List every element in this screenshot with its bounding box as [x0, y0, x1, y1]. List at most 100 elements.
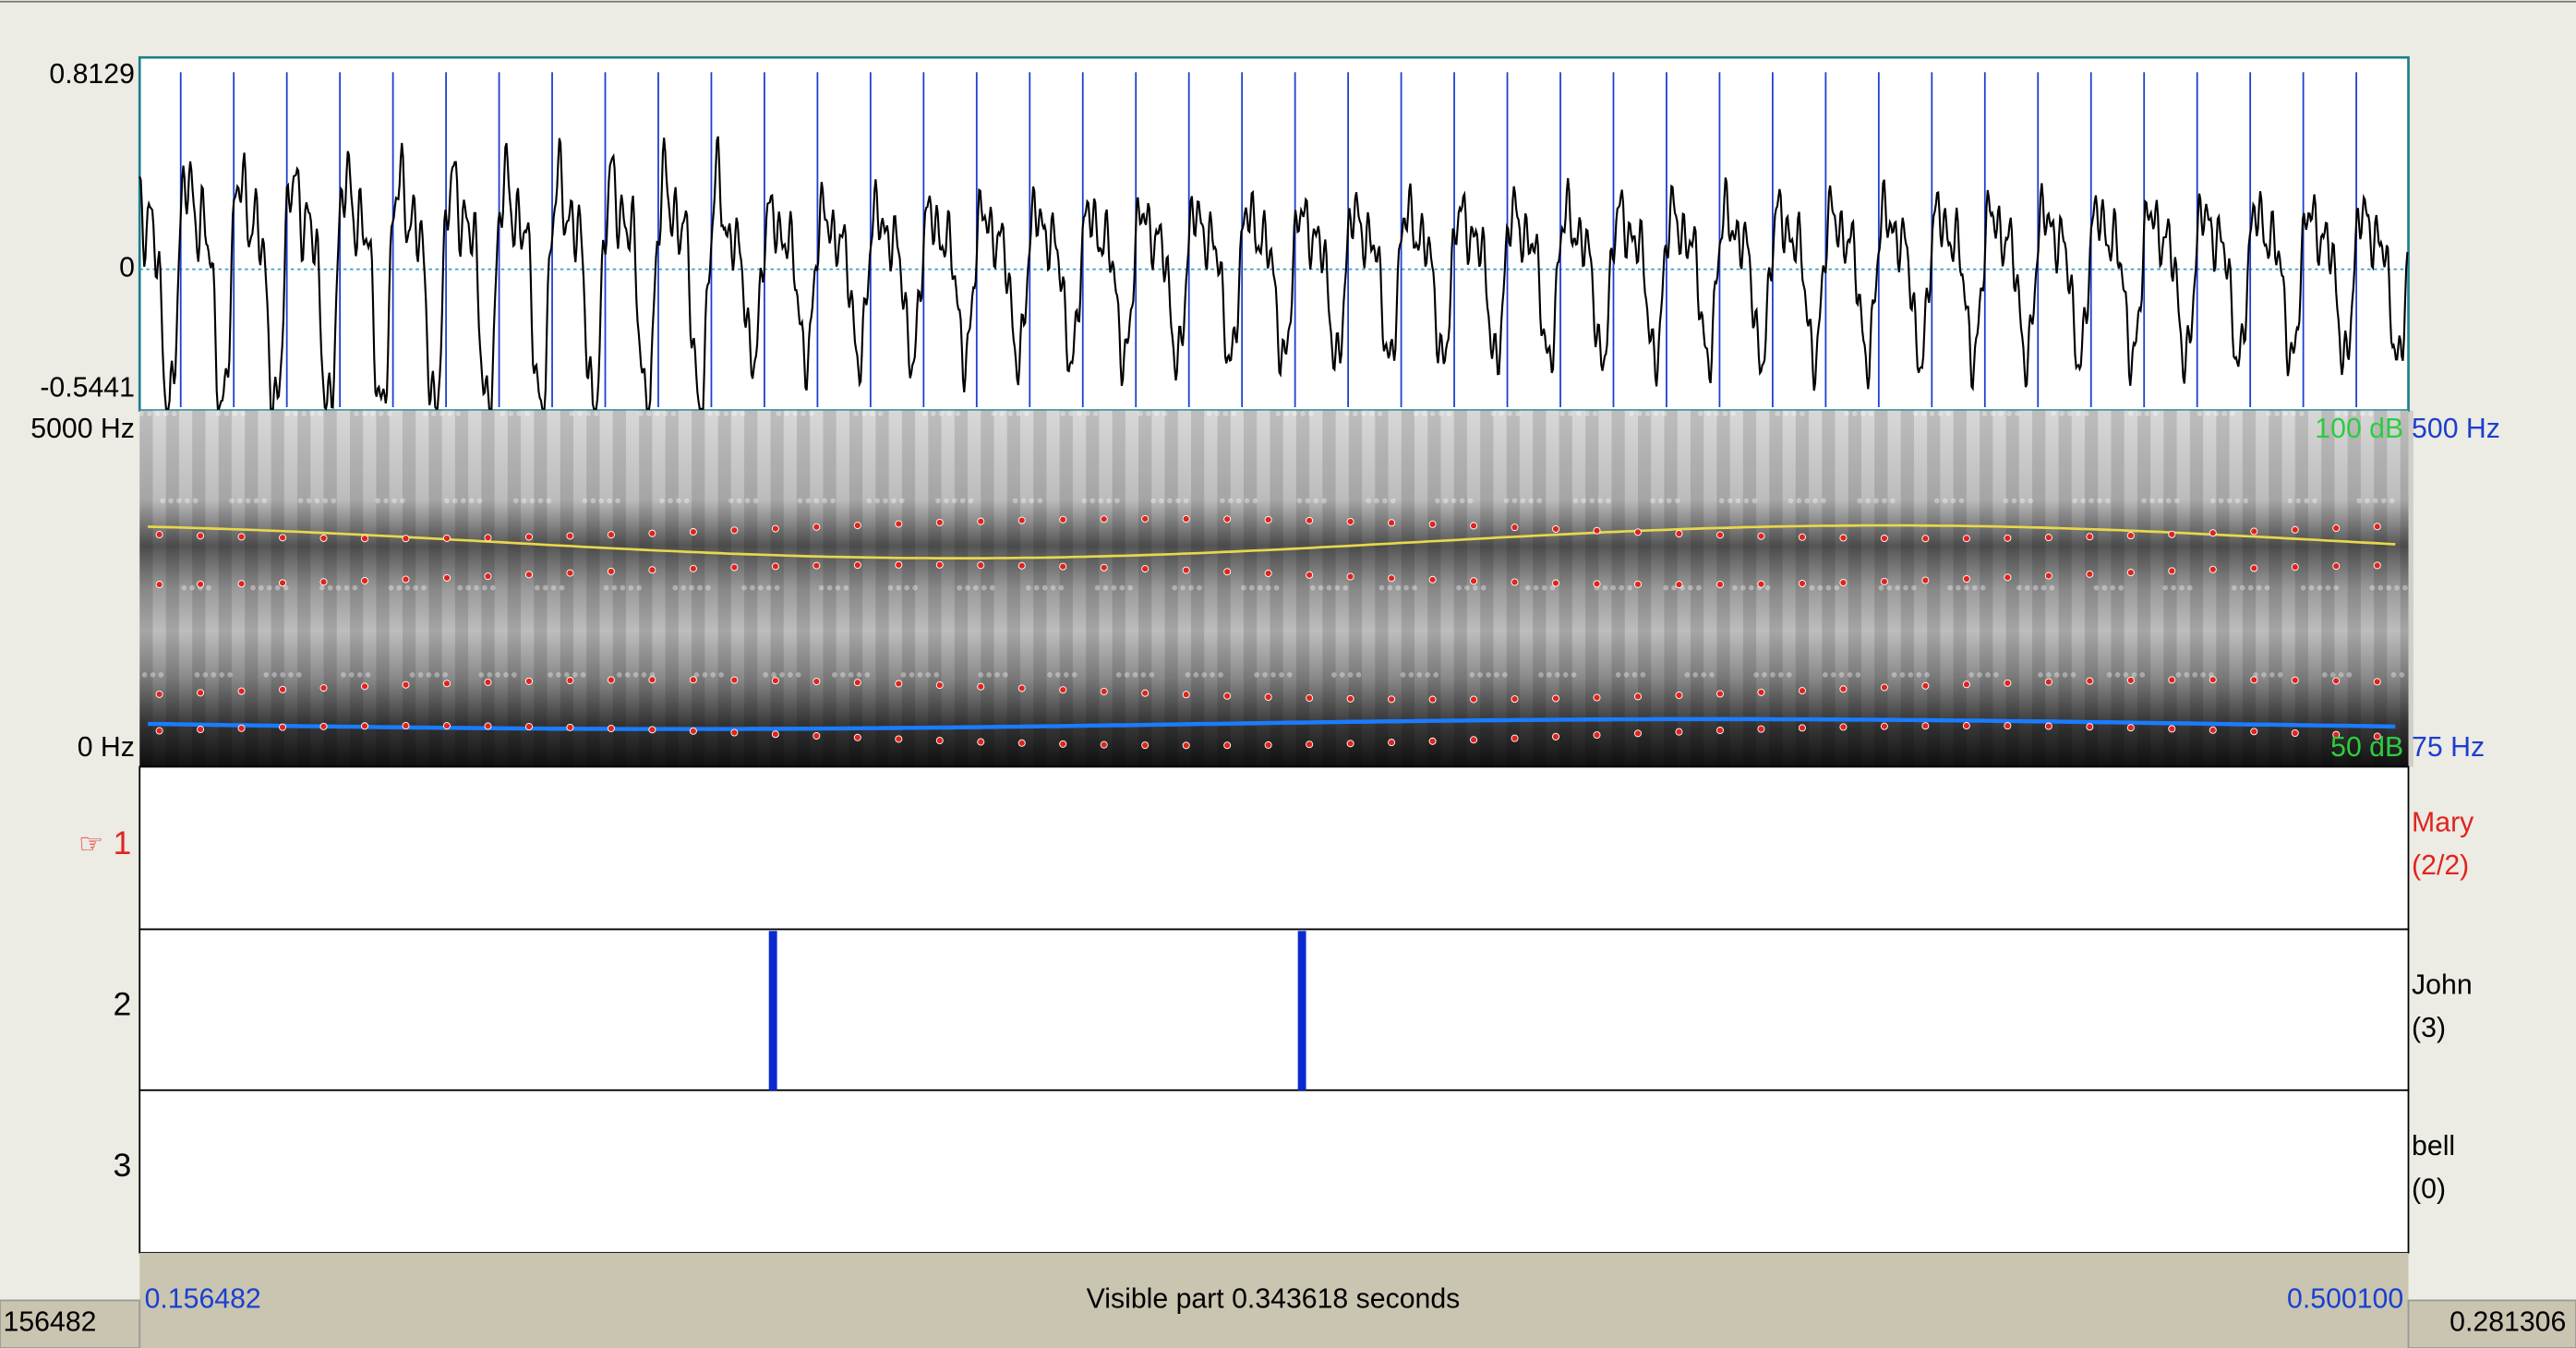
spectral-speck — [706, 411, 713, 416]
formant-dot — [607, 676, 615, 684]
formant-dot — [361, 722, 369, 730]
spectral-speck — [1619, 584, 1625, 591]
formant-dot — [1223, 692, 1232, 700]
spectral-stripe — [2400, 410, 2413, 767]
formant-dot — [1346, 572, 1354, 581]
spectral-speck — [2343, 411, 2349, 416]
spectral-speck — [2200, 672, 2206, 678]
spectral-speck — [900, 672, 907, 678]
formant-dot — [2332, 677, 2341, 685]
formant-dot — [1017, 739, 1026, 747]
spectral-speck — [417, 672, 424, 678]
spectral-speck — [421, 584, 427, 591]
spectral-speck — [1615, 672, 1621, 678]
formant-dot — [1921, 576, 1930, 584]
spectral-speck — [1446, 411, 1452, 416]
formant-dot — [935, 737, 944, 745]
spectral-speck — [2171, 584, 2176, 591]
formant-dot — [237, 687, 246, 695]
spectral-speck — [297, 498, 304, 504]
right-bar[interactable] — [2407, 1299, 2576, 1348]
spectral-stripe — [2032, 410, 2046, 767]
tier-2[interactable] — [138, 928, 2410, 1091]
spectral-speck — [856, 672, 862, 678]
spectral-speck — [765, 584, 772, 591]
spectral-speck — [1916, 672, 1922, 678]
spectral-speck — [1865, 498, 1871, 504]
spectral-speck — [1899, 672, 1906, 678]
spectral-stripe — [1112, 410, 1125, 767]
tier-name[interactable]: John — [2412, 970, 2473, 1001]
boundary[interactable] — [768, 931, 777, 1090]
spectral-speck — [750, 584, 755, 591]
spectral-speck — [194, 672, 200, 678]
formant-dot — [1223, 515, 1232, 524]
formant-dot — [2373, 678, 2381, 686]
spectral-speck — [1576, 411, 1582, 416]
waveform-panel — [138, 55, 2410, 412]
formant-dot — [442, 573, 451, 582]
spectral-speck — [676, 498, 681, 504]
tier-3[interactable] — [138, 1089, 2410, 1254]
spectral-speck — [2312, 498, 2317, 504]
spectral-speck — [280, 672, 285, 678]
formant-dot — [524, 677, 533, 685]
spectral-speck — [1830, 672, 1836, 678]
formant-dot — [2044, 534, 2052, 542]
spectral-speck — [839, 672, 846, 678]
formant-dot — [977, 738, 985, 746]
spectral-speck — [2282, 411, 2288, 416]
spectral-speck — [327, 584, 333, 591]
spectral-speck — [1844, 411, 1849, 416]
spectral-stripe — [1716, 410, 1730, 767]
spectral-speck — [524, 411, 531, 416]
spectral-stripe — [849, 410, 863, 767]
spectral-speck — [2101, 584, 2108, 591]
spectral-stripe — [1138, 410, 1152, 767]
spectral-speck — [1968, 672, 1975, 678]
boundary[interactable] — [1297, 931, 1306, 1090]
formant-dot — [1511, 578, 1519, 586]
spectral-speck — [1562, 672, 1569, 678]
spectral-stripe — [2084, 410, 2099, 767]
formant-dot — [730, 563, 739, 572]
spectral-speck — [378, 411, 384, 416]
tier-name[interactable]: bell — [2412, 1131, 2455, 1161]
formant-dot — [977, 561, 985, 570]
visible-bar[interactable] — [139, 1252, 2409, 1348]
formant-dot — [237, 533, 246, 541]
spectral-speck — [1847, 672, 1853, 678]
spectral-speck — [1058, 584, 1065, 591]
spectral-speck — [2232, 584, 2237, 591]
formant-dot — [1962, 722, 1970, 730]
formant-dot — [813, 732, 821, 740]
tier-name[interactable]: Mary — [2412, 808, 2474, 838]
formant-dot — [1715, 531, 1724, 539]
spectral-speck — [1077, 411, 1082, 416]
spectral-speck — [1174, 498, 1181, 504]
spectral-speck — [866, 498, 873, 504]
spectral-stripe — [376, 410, 390, 767]
spectral-speck — [1387, 584, 1393, 591]
spectral-speck — [542, 584, 548, 591]
formant-dot — [689, 727, 697, 735]
spectral-speck — [227, 672, 233, 678]
spectral-speck — [1796, 498, 1802, 504]
spectral-speck — [158, 672, 164, 678]
spectral-speck — [784, 411, 790, 416]
tier-count: (0) — [2412, 1173, 2446, 1204]
spectral-speck — [1571, 672, 1577, 678]
tier-1[interactable] — [138, 765, 2410, 931]
formant-dot — [771, 677, 779, 685]
formant-dot — [2126, 724, 2135, 732]
spectral-speck — [757, 584, 764, 591]
spectral-speck — [529, 498, 536, 504]
formant-dot — [155, 581, 163, 589]
spectral-speck — [341, 672, 346, 678]
spectral-speck — [1016, 411, 1022, 416]
spectral-speck — [1695, 584, 1702, 591]
left-bar[interactable] — [0, 1299, 141, 1348]
formant-dot — [2373, 523, 2381, 531]
spectral-speck — [1368, 411, 1375, 416]
spectral-speck — [1150, 498, 1156, 504]
